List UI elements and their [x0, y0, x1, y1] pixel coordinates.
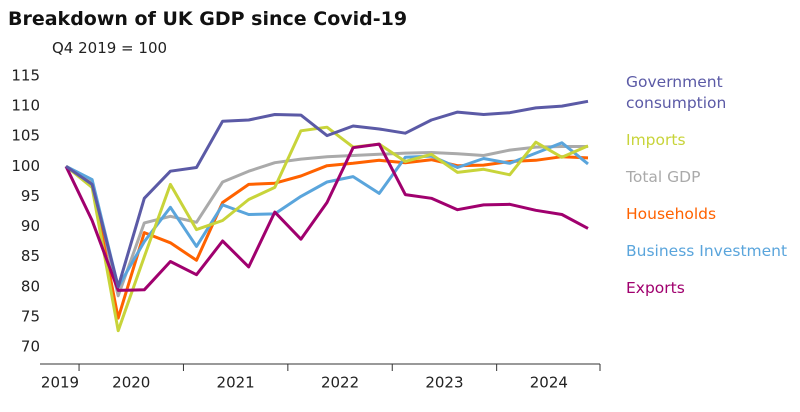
- y-tick-label: 70: [21, 338, 40, 356]
- y-tick-label: 75: [21, 307, 40, 325]
- x-tick-label: 2020: [112, 374, 150, 392]
- y-tick-label: 110: [11, 97, 40, 115]
- x-tick-label: 2021: [217, 374, 255, 392]
- series-line: [65, 99, 589, 289]
- y-tick-label: 115: [11, 67, 40, 85]
- series-line: [64, 142, 589, 292]
- y-tick-label: 95: [21, 187, 40, 205]
- series-line: [65, 145, 588, 298]
- legend-label: Government consumption: [626, 73, 727, 112]
- legend: Government consumption Imports Total GDP Ho…: [626, 72, 796, 299]
- legend-label: Business Investment: [626, 242, 788, 260]
- x-tick-label: 2024: [530, 374, 568, 392]
- y-tick-label: 85: [21, 247, 40, 265]
- y-tick-label: 80: [21, 277, 40, 295]
- legend-label: Imports: [626, 131, 686, 149]
- legend-label: Total GDP: [626, 168, 701, 186]
- legend-label: Households: [626, 205, 717, 223]
- x-tick-label: 2019: [41, 374, 79, 392]
- y-tick-label: 90: [21, 217, 40, 235]
- series-line: [65, 125, 589, 333]
- x-tick-label: 2023: [425, 374, 463, 392]
- chart-title: Breakdown of UK GDP since Covid-19: [8, 8, 408, 30]
- chart-subtitle: Q4 2019 = 100: [52, 39, 168, 57]
- y-tick-label: 105: [11, 127, 40, 145]
- legend-label: Exports: [626, 279, 685, 297]
- x-tick-label: 2022: [321, 374, 359, 392]
- y-tick-label: 100: [11, 157, 40, 175]
